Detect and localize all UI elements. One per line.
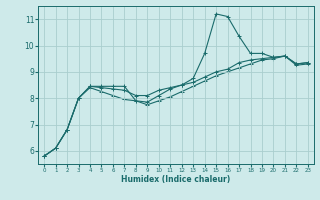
X-axis label: Humidex (Indice chaleur): Humidex (Indice chaleur) bbox=[121, 175, 231, 184]
